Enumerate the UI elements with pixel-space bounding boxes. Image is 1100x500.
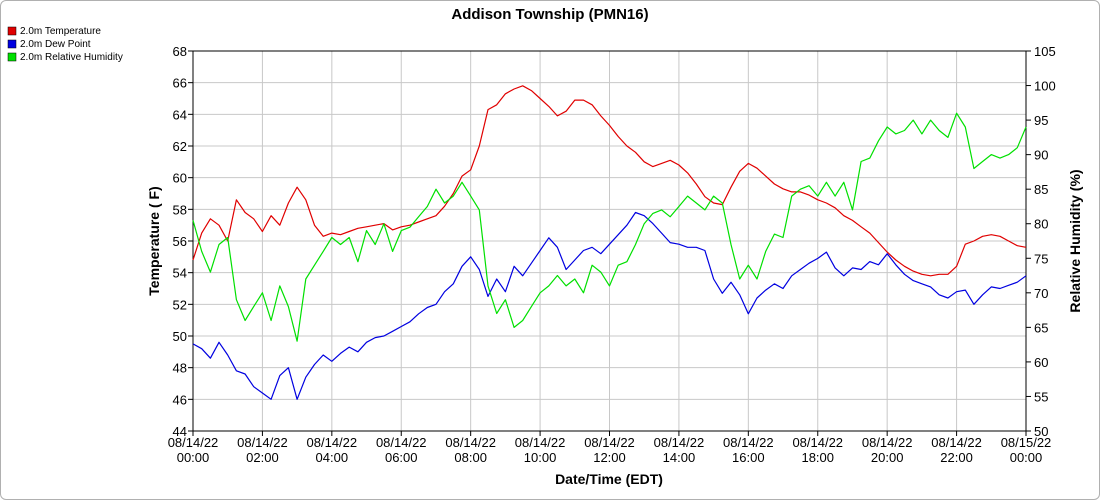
x-tick-date: 08/14/22 <box>723 435 774 450</box>
x-tick-time: 22:00 <box>940 450 973 465</box>
y2-tick-label: 85 <box>1034 182 1048 197</box>
legend-swatch <box>7 52 17 62</box>
x-tick-time: 04:00 <box>316 450 349 465</box>
x-tick-date: 08/14/22 <box>237 435 288 450</box>
y2-tick-label: 90 <box>1034 148 1048 163</box>
y-tick-label: 64 <box>173 107 187 122</box>
y-tick-label: 68 <box>173 44 187 59</box>
x-tick-date: 08/14/22 <box>584 435 635 450</box>
legend-swatch <box>7 26 17 36</box>
y-tick-label: 56 <box>173 234 187 249</box>
x-tick-time: 14:00 <box>663 450 696 465</box>
y2-tick-label: 95 <box>1034 113 1048 128</box>
x-tick-time: 02:00 <box>246 450 279 465</box>
y-tick-label: 48 <box>173 361 187 376</box>
y2-tick-label: 65 <box>1034 320 1048 335</box>
x-tick-date: 08/14/22 <box>515 435 566 450</box>
legend-label: 2.0m Dew Point <box>20 39 91 50</box>
x-tick-time: 00:00 <box>1010 450 1043 465</box>
y2-tick-label: 105 <box>1034 44 1056 59</box>
x-tick-date: 08/14/22 <box>307 435 358 450</box>
y2-axis-title: Relative Humidity (%) <box>1067 169 1083 312</box>
series-line-2-0m-relative-humidity <box>192 112 1027 342</box>
x-tick-date: 08/15/22 <box>1001 435 1052 450</box>
y2-tick-label: 60 <box>1034 355 1048 370</box>
series-layer <box>192 85 1027 400</box>
y-tick-label: 52 <box>173 297 187 312</box>
y2-tick-label: 100 <box>1034 79 1056 94</box>
x-tick-date: 08/14/22 <box>376 435 427 450</box>
x-tick-date: 08/14/22 <box>168 435 219 450</box>
grid <box>192 50 1027 432</box>
y-axis-right: 50 55 60 65 70 75 80 85 90 95 100 105 <box>1026 44 1056 439</box>
y-tick-label: 54 <box>173 266 187 281</box>
series-line-2-0m-temperature <box>192 85 1027 277</box>
x-tick-time: 08:00 <box>454 450 487 465</box>
y-tick-label: 44 <box>173 424 187 439</box>
y2-tick-label: 75 <box>1034 251 1048 266</box>
x-tick-time: 12:00 <box>593 450 626 465</box>
chart-title: Addison Township (PMN16) <box>451 6 648 23</box>
x-tick-time: 16:00 <box>732 450 765 465</box>
y-axis-left: 44 46 48 50 52 54 56 58 60 62 64 66 68 <box>173 44 193 439</box>
x-tick-date: 08/14/22 <box>931 435 982 450</box>
legend-label: 2.0m Relative Humidity <box>20 52 123 63</box>
x-tick-time: 10:00 <box>524 450 557 465</box>
x-tick-time: 20:00 <box>871 450 904 465</box>
y-tick-label: 66 <box>173 76 187 91</box>
series-line-2-0m-dew-point <box>192 211 1027 400</box>
y-tick-label: 50 <box>173 329 187 344</box>
legend-swatch <box>7 39 17 49</box>
y2-tick-label: 55 <box>1034 389 1048 404</box>
x-tick-date: 08/14/22 <box>862 435 913 450</box>
y-tick-label: 46 <box>173 392 187 407</box>
y-tick-label: 58 <box>173 202 187 217</box>
y-axis-title: Temperature ( F) <box>146 186 162 295</box>
y2-tick-label: 50 <box>1034 424 1048 439</box>
legend: 2.0m Temperature 2.0m Dew Point 2.0m Relat… <box>7 26 123 63</box>
y2-tick-label: 80 <box>1034 217 1048 232</box>
legend-label: 2.0m Temperature <box>20 26 101 37</box>
y2-tick-label: 70 <box>1034 286 1048 301</box>
y-tick-label: 62 <box>173 139 187 154</box>
x-tick-time: 18:00 <box>801 450 834 465</box>
y-tick-label: 60 <box>173 171 187 186</box>
x-axis-title: Date/Time (EDT) <box>555 471 663 487</box>
x-tick-date: 08/14/22 <box>445 435 496 450</box>
x-tick-time: 00:00 <box>177 450 210 465</box>
x-tick-date: 08/14/22 <box>792 435 843 450</box>
x-tick-time: 06:00 <box>385 450 418 465</box>
x-tick-date: 08/14/22 <box>654 435 705 450</box>
x-axis: 08/14/2200:0008/14/2202:0008/14/2204:000… <box>168 431 1052 465</box>
